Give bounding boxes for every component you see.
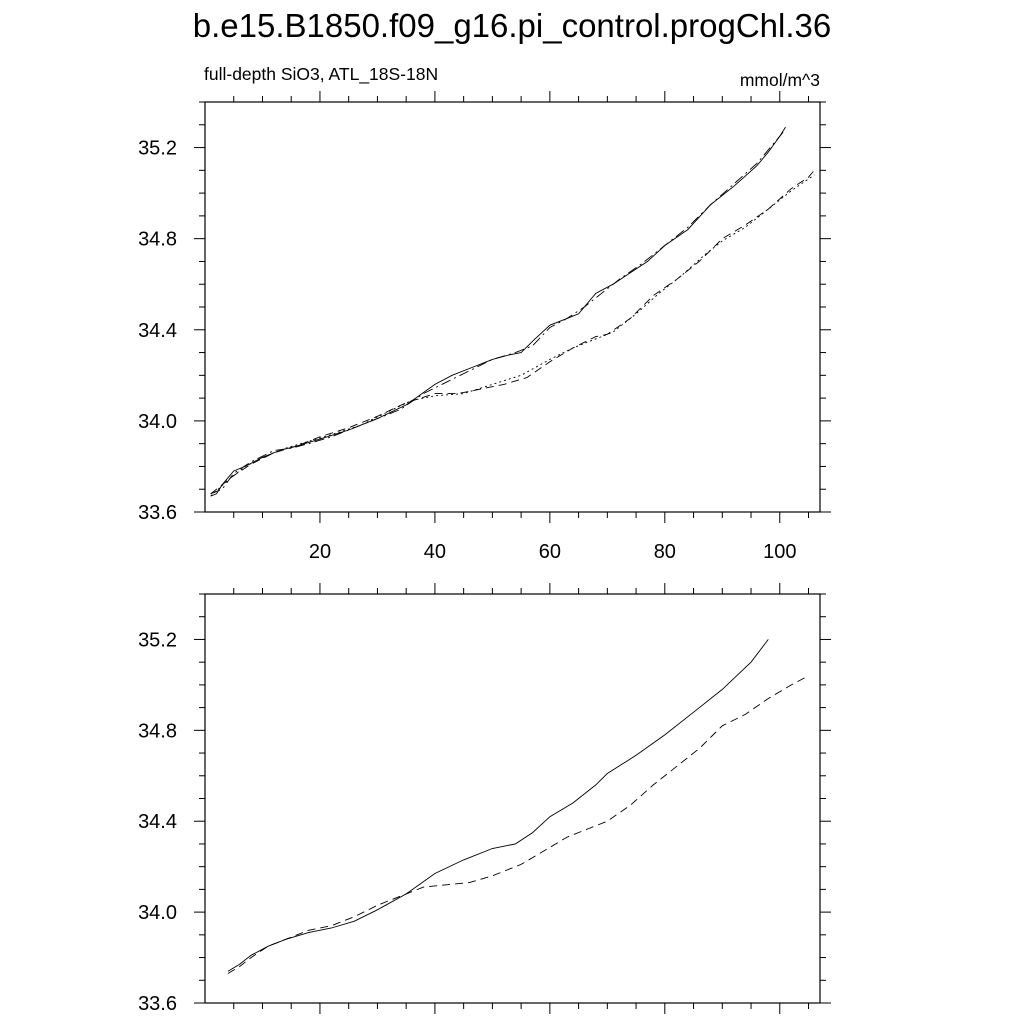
panel-1-ytick-label: 34.4 bbox=[138, 320, 177, 342]
panel-1-xtick-label: 80 bbox=[654, 541, 676, 563]
panel-1-xtick-label: 20 bbox=[309, 541, 331, 563]
panel-2-series-2-line bbox=[227, 675, 809, 974]
panel-1-frame bbox=[204, 101, 821, 513]
panel-2-series-1-line bbox=[227, 639, 769, 972]
chart-title: b.e15.B1850.f09_g16.pi_control.progChl.3… bbox=[192, 7, 832, 44]
panel-2-ytick-label: 34.0 bbox=[138, 902, 177, 924]
panel-1-series-2-line bbox=[210, 129, 786, 495]
panel-1-ytick-label: 34.0 bbox=[138, 411, 177, 433]
panel-1-series-4-line bbox=[210, 174, 815, 497]
panel-1-xtick-label: 100 bbox=[763, 541, 796, 563]
panel-1-ytick-label: 34.8 bbox=[138, 229, 177, 251]
panel-1-ytick-label: 35.2 bbox=[138, 138, 177, 160]
left-subtitle: full-depth SiO3, ATL_18S-18N bbox=[204, 64, 439, 84]
panel-2-ytick-label: 34.8 bbox=[138, 720, 177, 742]
panel-1-series-3-line bbox=[210, 170, 815, 495]
panel-1-xtick-label: 40 bbox=[424, 541, 446, 563]
panel-2-ytick-label: 33.6 bbox=[138, 993, 177, 1015]
panel-2-frame bbox=[204, 593, 821, 1004]
panel-2-ytick-label: 34.4 bbox=[138, 811, 177, 833]
panel-1-ytick-label: 33.6 bbox=[138, 502, 177, 524]
panel-2-ytick-label: 35.2 bbox=[138, 629, 177, 651]
panel-1-series-1-line bbox=[210, 126, 786, 497]
units-label: mmol/m^3 bbox=[739, 70, 820, 90]
panel-1-xtick-label: 60 bbox=[539, 541, 561, 563]
